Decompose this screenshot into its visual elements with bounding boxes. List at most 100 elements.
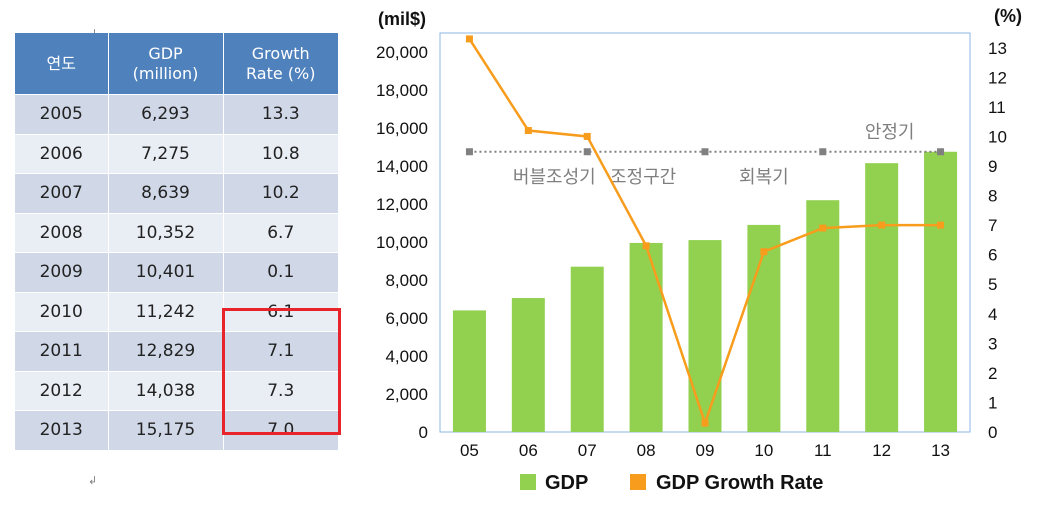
point-growth-rate bbox=[524, 127, 532, 135]
bar-gdp bbox=[806, 200, 840, 432]
cell-gdp: 8,639 bbox=[108, 173, 224, 213]
cell-year: 2005 bbox=[15, 94, 109, 134]
table-row: 2006 7,275 10.8 bbox=[15, 133, 338, 174]
cell-year: 2006 bbox=[15, 133, 109, 174]
point-growth-rate bbox=[465, 35, 473, 43]
cell-gdp: 7,275 bbox=[108, 133, 224, 174]
cell-gdp: 10,401 bbox=[108, 252, 224, 292]
cell-rate: 10.2 bbox=[223, 173, 338, 213]
point-growth-rate bbox=[819, 224, 827, 232]
table-row: 2013 15,175 7.0 bbox=[15, 410, 338, 450]
y-left-tick-label: 16,000 bbox=[376, 119, 428, 138]
x-tick-label: 07 bbox=[578, 441, 597, 460]
highlight-box bbox=[222, 308, 341, 435]
y-left-tick-label: 0 bbox=[419, 423, 428, 442]
y-left-tick-label: 14,000 bbox=[376, 157, 428, 176]
x-tick-label: 12 bbox=[872, 441, 891, 460]
y-right-tick-label: 10 bbox=[988, 127, 1007, 146]
x-tick-label: 13 bbox=[931, 441, 950, 460]
y-right-tick-label: 12 bbox=[988, 68, 1007, 87]
cell-rate: 7.1 bbox=[223, 331, 338, 371]
cell-year: 2012 bbox=[15, 370, 109, 411]
x-tick-label: 11 bbox=[814, 441, 832, 460]
reference-marker bbox=[937, 148, 945, 156]
point-growth-rate bbox=[878, 221, 886, 229]
y-right-tick-label: 9 bbox=[988, 157, 997, 176]
y-right-tick-label: 8 bbox=[988, 187, 997, 206]
phase-label: 버블조성기 bbox=[513, 167, 596, 188]
cell-rate: 6.7 bbox=[223, 212, 338, 253]
header-growth-rate: Growth Rate (%) bbox=[223, 33, 338, 95]
bar-gdp bbox=[511, 298, 545, 432]
cell-rate: 13.3 bbox=[223, 94, 338, 134]
legend-swatch-growth-rate bbox=[630, 474, 646, 490]
legend-swatch-gdp bbox=[520, 474, 536, 490]
table-row: 2010 11,242 6.1 bbox=[15, 291, 338, 332]
y-right-tick-label: 2 bbox=[988, 364, 997, 383]
y-left-tick-label: 12,000 bbox=[376, 195, 428, 214]
cell-year: 2011 bbox=[15, 331, 109, 371]
phase-label: 조정구간 bbox=[610, 167, 676, 188]
cell-gdp: 6,293 bbox=[108, 94, 224, 134]
y-right-tick-label: 4 bbox=[988, 305, 997, 324]
bar-gdp bbox=[452, 310, 486, 432]
cell-year: 2009 bbox=[15, 252, 109, 292]
cell-year: 2007 bbox=[15, 173, 109, 213]
cell-rate: 7.3 bbox=[223, 370, 338, 411]
reference-marker bbox=[583, 148, 591, 156]
x-tick-label: 09 bbox=[696, 441, 715, 460]
cell-gdp: 10,352 bbox=[108, 212, 224, 253]
cell-rate: 0.1 bbox=[223, 252, 338, 292]
cell-year: 2010 bbox=[15, 291, 109, 332]
paragraph-mark: ↲ bbox=[88, 474, 98, 487]
phase-label: 안정기 bbox=[865, 122, 915, 143]
point-growth-rate bbox=[937, 221, 945, 229]
x-tick-label: 10 bbox=[754, 441, 773, 460]
cell-year: 2008 bbox=[15, 212, 109, 253]
cell-rate: 7.0 bbox=[223, 410, 338, 450]
phase-label: 회복기 bbox=[739, 167, 789, 188]
legend-label-gdp: GDP bbox=[545, 472, 588, 494]
bar-gdp bbox=[924, 151, 958, 432]
bar-gdp bbox=[865, 163, 899, 432]
legend-label-growth-rate: GDP Growth Rate bbox=[656, 472, 823, 494]
y-left-tick-label: 6,000 bbox=[385, 309, 428, 328]
table-row: 2011 12,829 7.1 bbox=[15, 331, 338, 371]
reference-marker bbox=[701, 148, 709, 156]
point-growth-rate bbox=[760, 248, 768, 256]
y-right-tick-label: 3 bbox=[988, 334, 997, 353]
point-growth-rate bbox=[642, 242, 650, 250]
bar-gdp bbox=[570, 266, 604, 432]
reference-marker bbox=[819, 148, 827, 156]
cell-gdp: 11,242 bbox=[108, 291, 224, 332]
point-growth-rate bbox=[583, 132, 591, 140]
y-right-tick-label: 13 bbox=[988, 39, 1007, 58]
cell-gdp: 14,038 bbox=[108, 370, 224, 411]
cell-rate: 10.8 bbox=[223, 133, 338, 174]
table-row: 2009 10,401 0.1 bbox=[15, 252, 338, 292]
y-right-tick-label: 6 bbox=[988, 246, 997, 265]
table-row: 2005 6,293 13.3 bbox=[15, 94, 338, 134]
bar-gdp bbox=[629, 242, 663, 432]
bar-gdp bbox=[747, 224, 781, 432]
table-row: 2012 14,038 7.3 bbox=[15, 370, 338, 411]
x-tick-label: 08 bbox=[637, 441, 656, 460]
table-row: 2007 8,639 10.2 bbox=[15, 173, 338, 213]
y-left-tick-label: 20,000 bbox=[376, 43, 428, 62]
point-growth-rate bbox=[701, 419, 709, 427]
y-left-tick-label: 8,000 bbox=[385, 271, 428, 290]
y-right-tick-label: 5 bbox=[988, 275, 997, 294]
y-left-tick-label: 2,000 bbox=[385, 385, 428, 404]
reference-marker bbox=[465, 148, 473, 156]
cell-year: 2013 bbox=[15, 410, 109, 450]
table-header-row: 연도 GDP (million) Growth Rate (%) bbox=[15, 33, 338, 95]
x-tick-label: 06 bbox=[519, 441, 538, 460]
cell-gdp: 12,829 bbox=[108, 331, 224, 371]
y-left-unit: (mil$) bbox=[378, 9, 426, 29]
gdp-table: 연도 GDP (million) Growth Rate (%) 2005 6,2… bbox=[15, 33, 338, 450]
cell-rate: 6.1 bbox=[223, 291, 338, 332]
y-right-tick-label: 7 bbox=[988, 216, 997, 235]
y-left-tick-label: 10,000 bbox=[376, 233, 428, 252]
y-right-tick-label: 1 bbox=[988, 393, 997, 412]
